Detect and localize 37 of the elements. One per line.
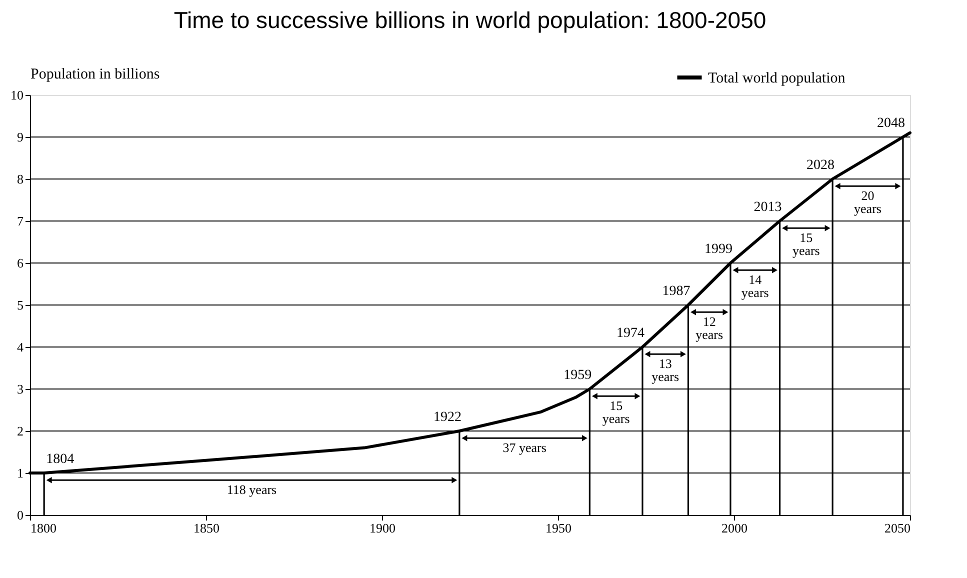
annotation: 2028 [806,158,835,173]
annotation: 1987 [662,284,690,299]
y-tick-label: 6 [17,256,24,270]
legend-label: Total world population [708,70,846,86]
annotation: 15 years [792,230,820,258]
x-tick-label: 1850 [194,520,220,536]
y-tick-label: 9 [17,130,24,144]
x-tick-label: 1800 [30,520,56,536]
chart-title: Time to successive billions in world population: 1800-2050 [174,7,766,33]
annotation: 20 years [854,188,882,216]
y-tick-label: 10 [10,88,24,102]
x-tick-label: 2050 [884,520,910,536]
y-tick-label: 1 [17,466,24,480]
annotation: 1959 [564,368,592,383]
y-axis-title: Population in billions [30,66,160,82]
x-tick-label: 1950 [546,520,572,536]
annotation: 1974 [616,326,644,341]
y-tick-label: 7 [17,214,24,228]
annotation: 118 years [226,482,277,498]
x-tick-label: 1900 [370,520,396,536]
annotation: 14 years [741,272,769,300]
x-tick-label: 2000 [722,520,748,536]
annotation: 12 years [696,314,724,342]
y-tick-label: 4 [17,340,24,354]
annotation: 13 years [652,356,680,384]
annotation: 2048 [876,116,905,131]
annotation: 1922 [433,410,462,425]
y-tick-label: 0 [17,508,24,522]
annotation: 37 years [502,440,546,456]
y-tick-label: 5 [17,298,24,312]
annotation: 15 years [602,398,630,426]
annotation: 1804 [46,452,74,467]
y-tick-label: 2 [17,424,24,438]
y-tick-label: 8 [17,172,24,186]
annotation: 1999 [704,242,732,257]
y-tick-label: 3 [17,382,24,396]
annotation: 2013 [754,200,782,215]
